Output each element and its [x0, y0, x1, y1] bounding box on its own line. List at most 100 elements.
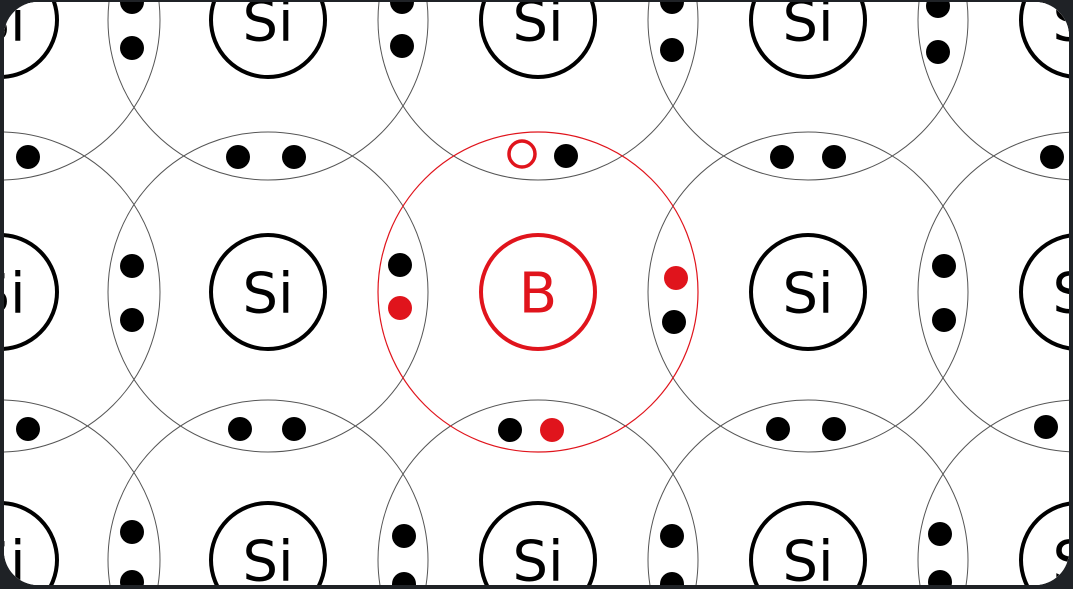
silicon-shell-ring: [4, 399, 161, 585]
silicon-atom: Si: [749, 233, 867, 351]
electron-icon: [226, 145, 250, 169]
silicon-shell-ring: [917, 2, 1069, 181]
silicon-nucleus-circle: [1019, 501, 1069, 585]
electron-icon: [1040, 145, 1064, 169]
silicon-shell-ring: [917, 399, 1069, 585]
electron-icon: [120, 254, 144, 278]
boron-shell-ring: [377, 131, 699, 453]
silicon-nucleus-circle: [1019, 233, 1069, 351]
electron-icon: [770, 145, 794, 169]
silicon-symbol: Si: [782, 530, 833, 586]
electron-icon: [928, 522, 952, 546]
silicon-atom: Si: [209, 2, 327, 79]
silicon-symbol: Si: [1052, 262, 1069, 327]
silicon-shell-ring: [4, 2, 161, 181]
silicon-atom: Si: [1019, 233, 1069, 351]
boron-nucleus-circle: [479, 233, 597, 351]
electron-icon: [662, 310, 686, 334]
silicon-atom: Si: [4, 233, 59, 351]
silicon-shell-ring: [377, 399, 699, 585]
electron-icon: [766, 417, 790, 441]
hole-icon: [507, 139, 537, 169]
electron-icon: [282, 417, 306, 441]
silicon-symbol: Si: [512, 530, 563, 586]
silicon-shell-ring: [107, 2, 429, 181]
electron-icon: [928, 570, 952, 585]
silicon-symbol: Si: [1052, 530, 1069, 586]
electron-icon: [926, 2, 950, 18]
silicon-symbol: Si: [1052, 2, 1069, 55]
electron-icon: [120, 520, 144, 544]
silicon-nucleus-circle: [479, 2, 597, 79]
boron-atom: B: [479, 233, 597, 351]
silicon-shell-ring: [377, 2, 699, 181]
electron-icon: [932, 308, 956, 332]
silicon-nucleus-circle: [209, 233, 327, 351]
electron-icon: [16, 417, 40, 441]
silicon-symbol: Si: [242, 262, 293, 327]
silicon-shell-ring: [4, 131, 161, 453]
boron-electron-icon: [664, 266, 688, 290]
boron-electron-icon: [540, 418, 564, 442]
electron-icon: [660, 38, 684, 62]
electron-icon: [1034, 415, 1058, 439]
silicon-shell-ring: [647, 399, 969, 585]
silicon-nucleus-circle: [4, 501, 59, 585]
silicon-boron-lattice-diagram: Si Si Si Si Si Si Si B Si Si Si Si Si Si Si: [4, 2, 1069, 585]
silicon-atom: Si: [4, 501, 59, 586]
electron-icon: [822, 145, 846, 169]
electron-icon: [392, 524, 416, 548]
silicon-atom: Si: [209, 233, 327, 351]
electron-icon: [822, 417, 846, 441]
electron-layer: [16, 2, 1064, 585]
electron-icon: [926, 40, 950, 64]
silicon-symbol: Si: [4, 2, 26, 55]
silicon-shell-ring: [917, 131, 1069, 453]
boron-electron-icon: [388, 296, 412, 320]
electron-icon: [392, 572, 416, 585]
electron-icon: [498, 418, 522, 442]
electron-icon: [120, 2, 144, 14]
shell-layer: [4, 2, 1069, 585]
silicon-nucleus-circle: [1019, 2, 1069, 79]
silicon-shell-ring: [107, 399, 429, 585]
silicon-atom: Si: [1019, 501, 1069, 586]
silicon-nucleus-circle: [749, 2, 867, 79]
electron-icon: [660, 524, 684, 548]
electron-icon: [932, 254, 956, 278]
silicon-symbol: Si: [782, 262, 833, 327]
electron-icon: [120, 570, 144, 585]
electron-icon: [388, 253, 412, 277]
boron-symbol: B: [519, 262, 557, 327]
electron-icon: [120, 36, 144, 60]
silicon-atom: Si: [749, 501, 867, 586]
electron-icon: [390, 2, 414, 14]
silicon-nucleus-circle: [209, 2, 327, 79]
electron-icon: [554, 144, 578, 168]
electron-icon: [660, 572, 684, 585]
silicon-nucleus-circle: [749, 233, 867, 351]
silicon-atom: Si: [209, 501, 327, 586]
silicon-nucleus-circle: [209, 501, 327, 585]
silicon-shell-ring: [647, 2, 969, 181]
silicon-symbol: Si: [242, 2, 293, 55]
silicon-nucleus-circle: [749, 501, 867, 585]
silicon-symbol: Si: [782, 2, 833, 55]
electron-icon: [390, 34, 414, 58]
silicon-atom: Si: [749, 2, 867, 79]
silicon-nucleus-circle: [4, 233, 59, 351]
silicon-symbol: Si: [512, 2, 563, 55]
silicon-shell-ring: [647, 131, 969, 453]
silicon-atom: Si: [479, 501, 597, 586]
silicon-atom: Si: [4, 2, 59, 79]
diagram-frame: Si Si Si Si Si Si Si B Si Si Si Si Si Si Si: [4, 2, 1069, 585]
silicon-nucleus-circle: [479, 501, 597, 585]
silicon-symbol: Si: [4, 262, 26, 327]
silicon-symbol: Si: [242, 530, 293, 586]
nucleus-layer: Si Si Si Si Si Si Si B Si Si Si Si Si Si Si: [4, 2, 1069, 585]
electron-icon: [282, 145, 306, 169]
silicon-atom: Si: [479, 2, 597, 79]
silicon-shell-ring: [107, 131, 429, 453]
silicon-symbol: Si: [4, 530, 26, 586]
